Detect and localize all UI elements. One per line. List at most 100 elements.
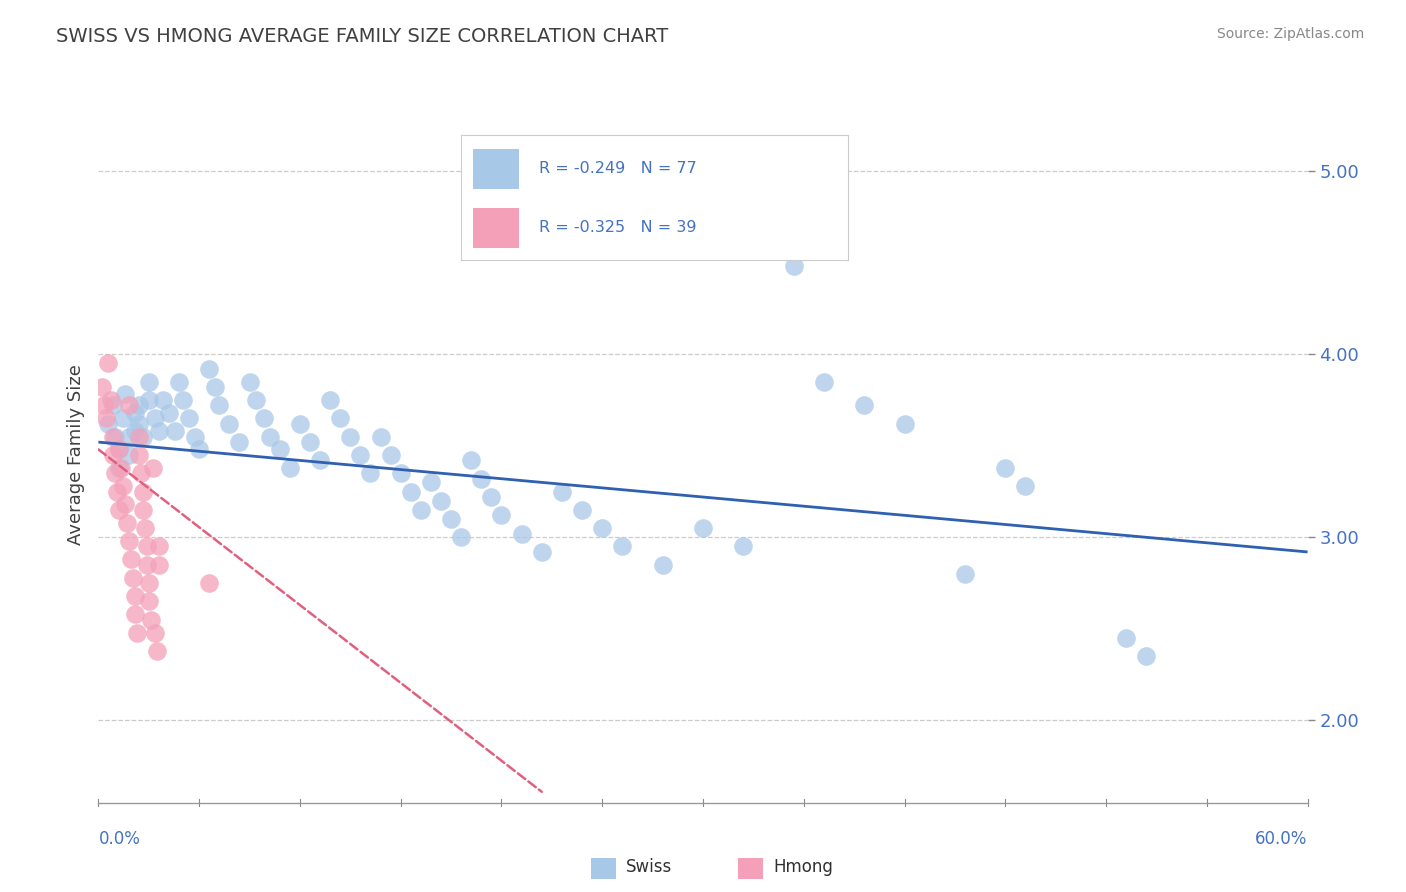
Point [118, 429, 141, 443]
Point [128, 399, 150, 413]
Point [138, 576, 160, 591]
Point [733, 540, 755, 554]
Point [114, 387, 136, 401]
Point [278, 460, 301, 475]
Point [103, 467, 125, 481]
Point [103, 429, 125, 443]
Point [184, 429, 207, 443]
Point [430, 493, 453, 508]
Point [399, 484, 422, 499]
Point [107, 503, 129, 517]
Point [132, 429, 155, 443]
Point [288, 417, 311, 431]
Point [138, 392, 160, 407]
Point [571, 503, 593, 517]
Point [1014, 479, 1036, 493]
Point [218, 417, 240, 431]
Point [97, 356, 120, 370]
Point [204, 380, 226, 394]
Point [813, 375, 835, 389]
Point [893, 417, 915, 431]
Point [440, 512, 463, 526]
Point [692, 521, 714, 535]
Point [91, 380, 114, 394]
Point [157, 406, 180, 420]
Point [143, 411, 166, 425]
Point [319, 392, 342, 407]
Point [132, 503, 155, 517]
Point [530, 545, 553, 559]
Point [110, 460, 132, 475]
Point [177, 411, 201, 425]
Point [124, 589, 146, 603]
Point [135, 540, 157, 554]
Point [259, 429, 281, 443]
Point [118, 533, 141, 548]
Point [651, 558, 673, 572]
Point [124, 607, 146, 622]
Text: Source: ZipAtlas.com: Source: ZipAtlas.com [1216, 27, 1364, 41]
Text: 0.0%: 0.0% [98, 830, 141, 848]
Point [148, 540, 170, 554]
Point [460, 453, 482, 467]
Point [994, 460, 1017, 475]
Point [146, 644, 169, 658]
Point [228, 435, 250, 450]
Point [253, 411, 276, 425]
Point [118, 399, 141, 413]
Point [107, 460, 129, 475]
Point [163, 424, 186, 438]
Text: Hmong: Hmong [773, 858, 834, 876]
Point [124, 424, 146, 438]
Point [142, 460, 165, 475]
Point [1115, 631, 1137, 645]
Point [208, 399, 231, 413]
Point [510, 526, 533, 541]
Point [101, 448, 124, 462]
Point [152, 392, 174, 407]
Point [93, 399, 115, 413]
Point [551, 484, 574, 499]
Point [360, 467, 382, 481]
Point [299, 435, 322, 450]
Point [450, 530, 472, 544]
Point [120, 552, 142, 566]
Point [172, 392, 194, 407]
Point [419, 475, 441, 490]
Point [132, 484, 155, 499]
Y-axis label: Average Family Size: Average Family Size [66, 365, 84, 545]
Point [239, 375, 262, 389]
Point [100, 392, 122, 407]
Point [389, 467, 412, 481]
Text: 60.0%: 60.0% [1256, 830, 1308, 848]
Point [115, 516, 138, 530]
Point [470, 472, 492, 486]
Point [481, 490, 503, 504]
Text: SWISS VS HMONG AVERAGE FAMILY SIZE CORRELATION CHART: SWISS VS HMONG AVERAGE FAMILY SIZE CORRE… [56, 27, 668, 45]
Point [134, 521, 156, 535]
Point [107, 442, 129, 457]
Point [118, 448, 141, 462]
Point [138, 594, 160, 608]
Point [129, 467, 152, 481]
Point [128, 429, 150, 443]
Point [772, 241, 794, 255]
Point [128, 448, 150, 462]
Point [128, 417, 150, 431]
Point [491, 508, 513, 523]
Point [135, 558, 157, 572]
Point [107, 442, 129, 457]
Point [198, 576, 221, 591]
Point [111, 411, 134, 425]
Point [97, 417, 120, 431]
Point [101, 399, 124, 413]
Point [409, 503, 432, 517]
Point [245, 392, 267, 407]
Point [139, 613, 162, 627]
Point [612, 540, 634, 554]
Point [370, 429, 392, 443]
Point [309, 453, 332, 467]
Point [121, 571, 143, 585]
Point [953, 566, 976, 581]
Point [339, 429, 361, 443]
